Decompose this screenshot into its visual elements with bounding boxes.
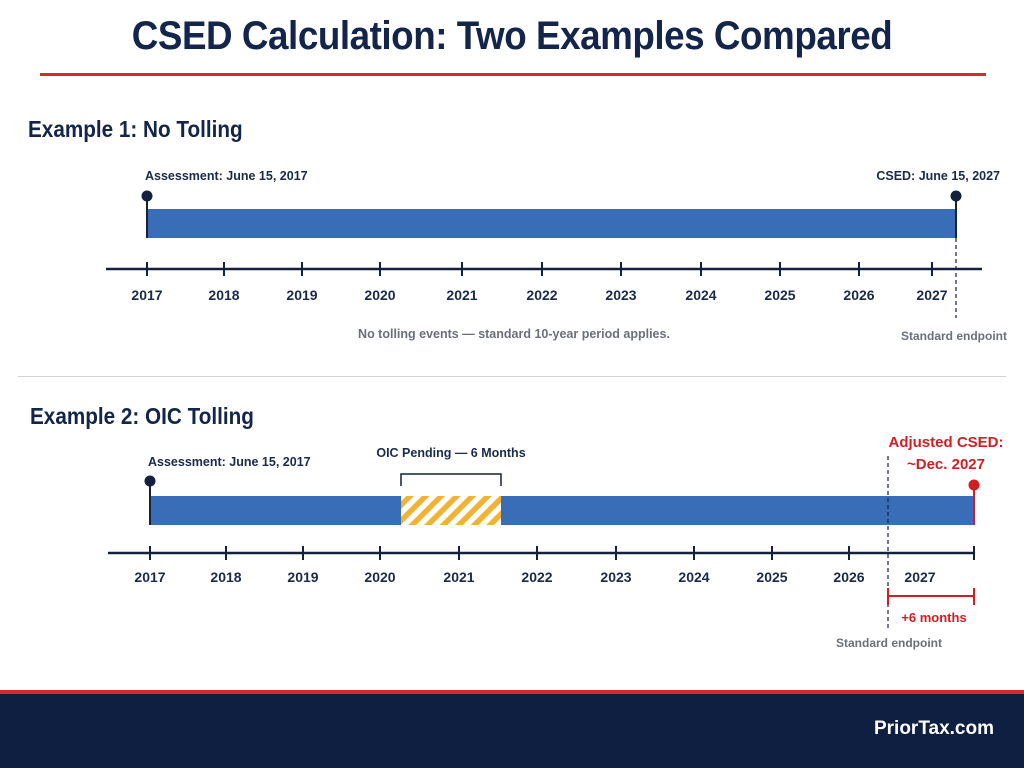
ex2-adjusted-csed-label-line2: ~Dec. 2027 <box>907 456 985 473</box>
ex2-year-label-2027: 2027 <box>904 569 935 585</box>
example-2-timeline: OIC Pending — 6 Months Assessment: June … <box>108 434 1004 650</box>
ex1-note: No tolling events — standard 10-year per… <box>358 327 670 341</box>
ex1-year-label-2022: 2022 <box>526 287 557 303</box>
ex2-oic-tolling-segment <box>401 496 501 525</box>
timeline-diagram: Assessment: June 15, 2017 CSED: June 15,… <box>106 169 1007 650</box>
ex1-year-label-2024: 2024 <box>685 287 716 303</box>
page-title: CSED Calculation: Two Examples Compared <box>131 14 893 58</box>
ex1-duration-bar <box>147 209 956 238</box>
ex2-year-label-2025: 2025 <box>756 569 787 585</box>
ex1-year-label-2018: 2018 <box>208 287 239 303</box>
ex2-oic-bracket <box>400 473 502 486</box>
ex2-extension-label: +6 months <box>901 610 966 625</box>
example-1-timeline: Assessment: June 15, 2017 CSED: June 15,… <box>106 169 1007 343</box>
ex2-year-label-2026: 2026 <box>833 569 864 585</box>
ex1-axis-ticks: 2017 2018 2019 2020 2021 2022 2023 2024 2025 2026… <box>131 262 948 303</box>
ex2-year-label-2020: 2020 <box>364 569 395 585</box>
ex1-year-label-2021: 2021 <box>446 287 477 303</box>
ex2-year-label-2018: 2018 <box>210 569 241 585</box>
example-1-heading: Example 1: No Tolling <box>28 116 243 142</box>
ex2-year-label-2017: 2017 <box>134 569 165 585</box>
ex1-year-label-2026: 2026 <box>843 287 874 303</box>
ex2-year-label-2022: 2022 <box>521 569 552 585</box>
ex1-year-label-2019: 2019 <box>286 287 317 303</box>
ex1-year-label-2025: 2025 <box>764 287 795 303</box>
ex2-standard-endpoint-label: Standard endpoint <box>836 636 942 650</box>
ex2-year-label-2021: 2021 <box>443 569 474 585</box>
ex2-duration-bar <box>150 496 974 525</box>
ex2-assessment-marker-dot <box>144 475 156 487</box>
ex1-csed-label: CSED: June 15, 2027 <box>876 169 1000 183</box>
ex1-year-label-2017: 2017 <box>131 287 162 303</box>
brand-label: PriorTax.com <box>873 718 994 739</box>
ex2-oic-label: OIC Pending — 6 Months <box>376 446 525 460</box>
ex2-year-label-2024: 2024 <box>678 569 709 585</box>
ex2-year-label-2019: 2019 <box>287 569 318 585</box>
ex2-adjusted-csed-label-line1: Adjusted CSED: <box>888 434 1003 451</box>
section-divider <box>18 376 1006 377</box>
ex1-csed-marker-dot <box>950 190 962 202</box>
ex1-year-label-2023: 2023 <box>605 287 636 303</box>
ex2-year-label-2023: 2023 <box>600 569 631 585</box>
ex1-assessment-label: Assessment: June 15, 2017 <box>145 169 308 183</box>
title-underline <box>40 73 986 76</box>
ex1-assessment-marker-dot <box>141 190 153 202</box>
ex2-assessment-label: Assessment: June 15, 2017 <box>148 455 311 469</box>
ex2-axis-ticks: 2017 2018 2019 2020 2021 2022 2023 2024 2025 2026… <box>134 546 975 585</box>
example-2-heading: Example 2: OIC Tolling <box>30 403 254 429</box>
ex1-year-label-2027: 2027 <box>916 287 947 303</box>
ex2-extension-bracket <box>887 588 975 605</box>
footer-bar: PriorTax.com <box>0 690 1024 768</box>
ex1-standard-endpoint-label: Standard endpoint <box>901 329 1007 343</box>
ex2-adjusted-csed-marker-dot <box>968 479 980 491</box>
ex1-year-label-2020: 2020 <box>364 287 395 303</box>
